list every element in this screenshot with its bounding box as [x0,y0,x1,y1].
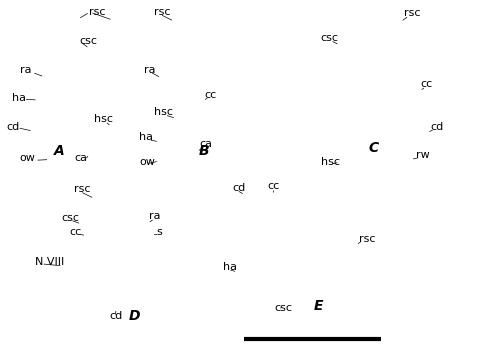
Text: cc: cc [204,90,216,100]
Text: ha: ha [140,132,153,142]
Text: ow: ow [140,157,155,167]
Text: rsc: rsc [74,184,91,194]
Text: cd: cd [232,183,246,193]
Text: rsc: rsc [154,7,171,17]
Text: ra: ra [20,65,31,75]
Text: csc: csc [62,213,80,223]
Text: ha: ha [222,262,236,272]
Text: csc: csc [274,304,292,314]
Text: ra: ra [144,65,156,75]
Text: ra: ra [150,211,161,221]
Text: C: C [368,141,378,155]
Text: E: E [314,299,324,313]
Text: cd: cd [110,310,122,321]
Text: hsc: hsc [321,157,340,167]
Text: cd: cd [6,122,20,132]
Text: csc: csc [80,36,98,47]
Text: hsc: hsc [94,115,114,125]
Text: cc: cc [268,181,280,191]
Text: csc: csc [321,33,339,43]
Text: cc: cc [420,79,433,89]
Text: A: A [54,145,65,158]
Text: rsc: rsc [90,7,106,17]
Text: N VIII: N VIII [34,257,64,267]
Text: hsc: hsc [154,108,174,117]
Text: rw: rw [416,150,430,160]
Text: rsc: rsc [358,234,375,244]
Text: rsc: rsc [404,8,420,18]
Text: ca: ca [199,139,212,149]
Text: cc: cc [70,227,82,237]
Text: ca: ca [74,153,88,163]
Text: ha: ha [12,93,26,103]
Text: B: B [199,145,209,158]
Text: cd: cd [430,122,444,132]
Text: s: s [156,227,162,237]
Text: ow: ow [20,153,36,163]
Text: D: D [128,309,140,323]
